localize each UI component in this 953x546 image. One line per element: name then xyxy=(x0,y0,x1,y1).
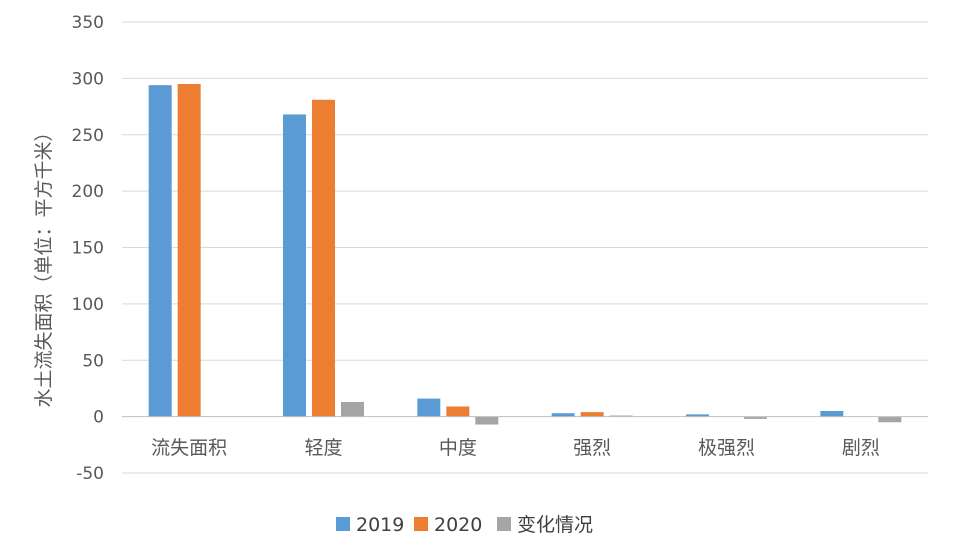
bar-变化情况-极强烈 xyxy=(744,416,767,419)
bar-变化情况-轻度 xyxy=(341,401,364,417)
bar-2019-剧烈 xyxy=(820,410,844,417)
legend-item: 2020 xyxy=(414,514,482,536)
gridlines xyxy=(122,21,928,474)
x-category-label: 流失面积 xyxy=(151,437,227,459)
bar-2020-强烈 xyxy=(580,412,604,417)
bar-2020-轻度 xyxy=(312,99,335,417)
bar-2019-强烈 xyxy=(551,413,575,417)
legend-label: 2019 xyxy=(356,514,404,536)
y-tick-label: 100 xyxy=(72,295,104,315)
y-tick-label: 300 xyxy=(72,69,104,89)
y-tick-label: 200 xyxy=(72,182,104,202)
legend-item: 变化情况 xyxy=(497,514,593,536)
legend: 2019 2020 变化情况 xyxy=(336,514,593,536)
bar-变化情况-中度 xyxy=(475,416,499,425)
x-category-label: 强烈 xyxy=(573,437,611,459)
legend-swatch xyxy=(336,517,350,531)
legend-swatch xyxy=(414,517,428,531)
bar-2019-中度 xyxy=(417,398,441,417)
y-axis-label: 水土流失面积（单位：平方千米） xyxy=(33,122,55,407)
x-category-label: 中度 xyxy=(439,437,477,459)
bar-2019-极强烈 xyxy=(686,414,709,417)
y-tick-label: 150 xyxy=(72,239,104,259)
bars xyxy=(148,84,902,425)
legend-label: 变化情况 xyxy=(517,514,593,536)
bar-变化情况-剧烈 xyxy=(878,416,902,423)
bar-变化情况-强烈 xyxy=(609,415,633,417)
x-category-label: 极强烈 xyxy=(698,437,755,459)
legend-label: 2020 xyxy=(434,514,482,536)
bar-2020-中度 xyxy=(446,406,470,417)
bar-2020-流失面积 xyxy=(177,84,201,417)
x-category-label: 轻度 xyxy=(304,437,342,459)
legend-item: 2019 xyxy=(336,514,404,536)
y-axis-ticks: -50 0 50 100 150 200 250 300 350 xyxy=(72,13,104,484)
y-tick-label: 0 xyxy=(93,408,104,428)
x-category-label: 剧烈 xyxy=(842,437,880,459)
y-tick-label: 350 xyxy=(72,13,104,33)
legend-swatch xyxy=(497,517,511,531)
y-tick-label: 50 xyxy=(82,351,104,371)
x-axis-categories: 流失面积 轻度 中度 强烈 极强烈 剧烈 xyxy=(151,437,880,459)
bar-2019-流失面积 xyxy=(148,85,172,417)
y-tick-label: -50 xyxy=(76,464,104,484)
y-tick-label: 250 xyxy=(72,126,104,146)
bar-2019-轻度 xyxy=(283,114,306,417)
